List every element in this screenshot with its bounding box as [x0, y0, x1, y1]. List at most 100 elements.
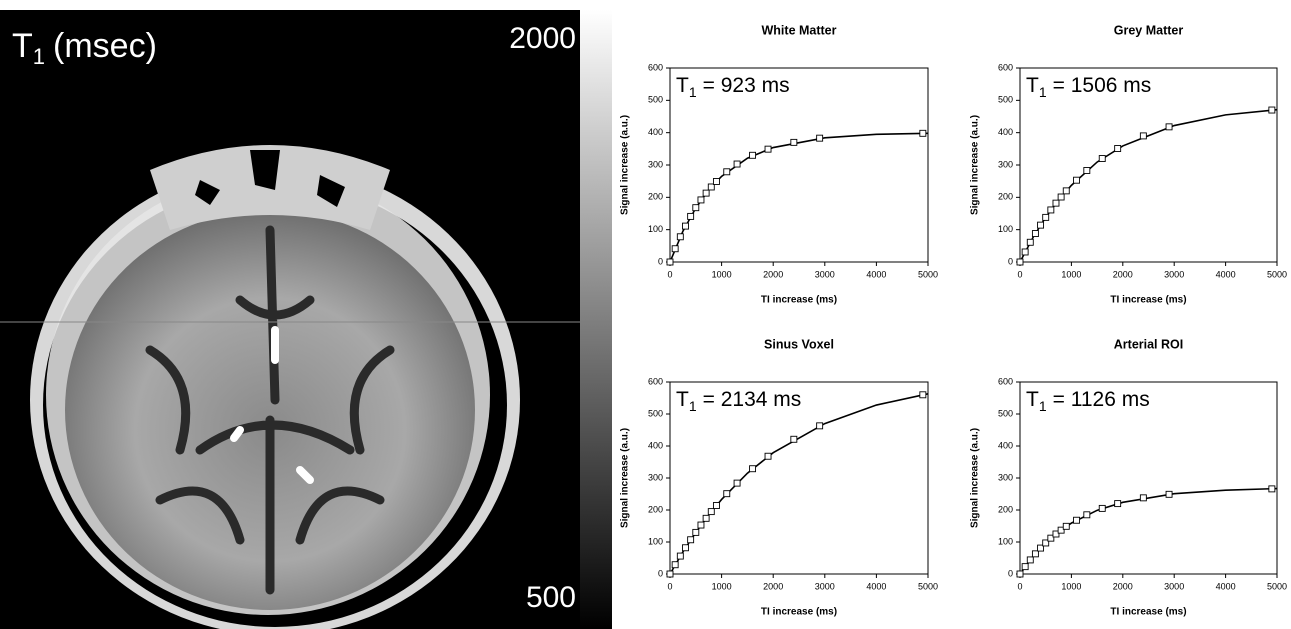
annotation: T1 = 1126 ms	[1026, 388, 1150, 414]
plot-frame	[1019, 67, 1278, 263]
chart-title: Grey Matter	[1114, 23, 1184, 37]
chart: Grey Matter 0 100 200 300 400 500 600 0 1000 2000 3…	[970, 23, 1287, 305]
data-point	[666, 570, 674, 578]
plot-frame	[669, 381, 929, 575]
y-tick-label: 300	[648, 472, 663, 482]
x-tick-label: 0	[667, 581, 672, 591]
annotation: T1 = 2134 ms	[676, 388, 801, 414]
x-tick-label: 1000	[1061, 269, 1081, 279]
y-axis-label: Signal increase (a.u.)	[620, 428, 631, 528]
data-point	[682, 222, 689, 230]
y-tick-label: 500	[998, 408, 1013, 418]
fit-curve	[669, 393, 929, 575]
data-point	[1114, 145, 1122, 152]
y-tick-label: 100	[648, 224, 663, 234]
x-tick-label: 2000	[763, 581, 783, 591]
data-point	[666, 258, 674, 266]
data-point	[764, 145, 772, 153]
data-point	[1016, 258, 1024, 266]
data-point	[1098, 155, 1106, 162]
title-main: T	[12, 27, 33, 65]
x-tick-label: 4000	[1216, 581, 1236, 591]
data-point	[1021, 563, 1029, 571]
y-tick-label: 100	[998, 224, 1013, 234]
chart-title: Sinus Voxel	[764, 337, 834, 351]
data-point	[712, 502, 720, 509]
data-point	[682, 544, 689, 552]
y-tick-label: 400	[648, 440, 663, 450]
fit-curve	[669, 132, 929, 263]
brain	[65, 210, 475, 610]
x-tick-label: 3000	[1164, 269, 1184, 279]
data-point	[919, 129, 927, 137]
data-point	[790, 138, 798, 146]
x-tick-label: 3000	[1164, 581, 1184, 591]
data-point	[702, 189, 710, 197]
data-point	[1139, 132, 1147, 140]
data-point	[816, 134, 824, 142]
data-point	[707, 183, 715, 191]
chart: Arterial ROI 0 100 200 300 400 500 600 0 1000 2000…	[970, 337, 1287, 617]
x-axis-label: TI increase (ms)	[1110, 607, 1186, 618]
y-tick-label: 400	[998, 440, 1013, 450]
annotation-rest: = 1126 ms	[1053, 388, 1150, 411]
y-tick-label: 200	[648, 192, 663, 202]
chart-title: White Matter	[762, 23, 837, 37]
data-point	[1042, 539, 1050, 547]
y-tick-label: 300	[998, 472, 1013, 482]
data-point	[1165, 490, 1173, 498]
x-tick-label: 5000	[918, 269, 938, 279]
data-point	[1037, 544, 1045, 552]
x-tick-label: 2000	[763, 269, 783, 279]
data-point	[671, 561, 679, 569]
data-point	[1165, 123, 1173, 131]
y-tick-label: 600	[648, 62, 663, 72]
x-tick-label: 2000	[1113, 269, 1133, 279]
data-point	[919, 391, 927, 399]
x-tick-label: 3000	[815, 581, 835, 591]
data-point	[692, 528, 700, 536]
data-point	[1047, 206, 1055, 214]
x-tick-label: 0	[1017, 581, 1022, 591]
image-title: T1 (msec)	[12, 27, 157, 69]
y-tick-label: 300	[648, 159, 663, 169]
y-tick-label: 600	[998, 62, 1013, 72]
annotation-main: T	[1026, 74, 1039, 97]
data-point	[1073, 176, 1080, 184]
x-tick-label: 5000	[1267, 581, 1287, 591]
x-tick-label: 4000	[866, 269, 886, 279]
data-point	[1026, 556, 1034, 564]
annotation-main: T	[1026, 388, 1039, 411]
x-tick-label: 0	[667, 269, 672, 279]
x-tick-label: 5000	[918, 581, 938, 591]
y-tick-label: 500	[648, 95, 663, 105]
y-axis-label: Signal increase (a.u.)	[970, 428, 981, 528]
data-point	[697, 521, 705, 529]
chart: Sinus Voxel 0 100 200 300 400 500 600 0 1000 2000 3…	[620, 337, 938, 617]
sulci	[145, 225, 395, 595]
data-point	[702, 514, 710, 522]
data-point	[1139, 494, 1147, 502]
annotation-main: T	[676, 388, 689, 411]
data-point	[1083, 511, 1091, 519]
data-point	[1037, 221, 1045, 229]
y-tick-label: 0	[1008, 568, 1013, 578]
x-tick-label: 3000	[815, 269, 835, 279]
annotation-rest: = 1506 ms	[1053, 74, 1152, 97]
y-tick-label: 300	[998, 159, 1013, 169]
x-axis-label: TI increase (ms)	[761, 295, 837, 306]
y-axis-label: Signal increase (a.u.)	[970, 115, 981, 215]
data-point	[816, 422, 824, 430]
data-point	[733, 479, 741, 487]
data-point	[1047, 534, 1055, 542]
x-tick-label: 4000	[866, 581, 886, 591]
x-axis-label: TI increase (ms)	[1110, 295, 1186, 306]
data-point	[1042, 213, 1050, 221]
data-point	[676, 552, 684, 560]
x-tick-label: 0	[1017, 269, 1022, 279]
plot-frame	[669, 67, 929, 263]
bright-spots	[230, 326, 314, 484]
data-point	[676, 233, 684, 241]
